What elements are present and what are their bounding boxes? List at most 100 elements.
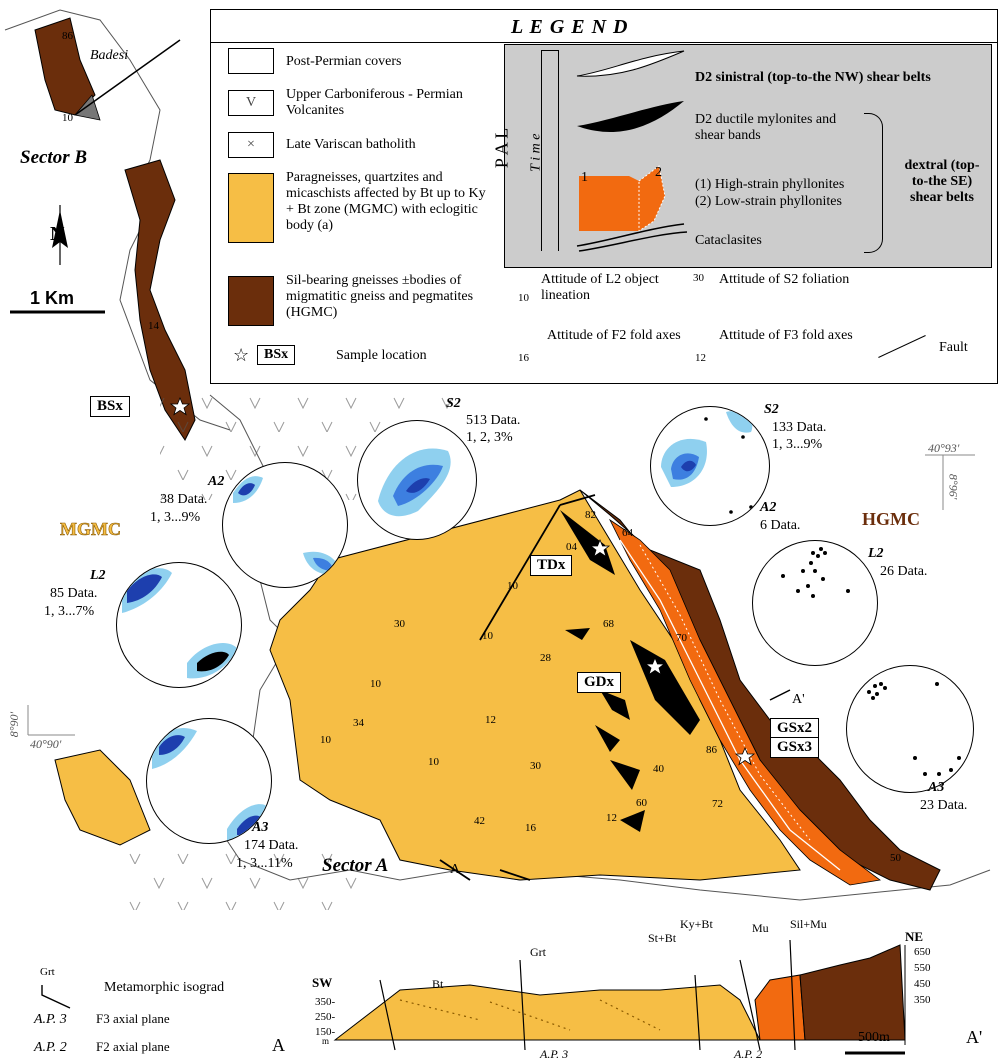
mylonite-body xyxy=(600,690,630,720)
f3-value: 12 xyxy=(695,352,706,364)
mylonite-body xyxy=(560,510,615,575)
legend-hgmc: Sil-bearing gneisses ±bodies of migmatit… xyxy=(286,273,474,321)
f3-attitude-label: Attitude of F3 fold axes xyxy=(719,328,853,343)
elev-left-350: 350- xyxy=(315,996,336,1008)
mylonite-body xyxy=(610,760,640,790)
legend-post-permian: Post-Permian covers xyxy=(286,54,402,69)
attitude-value: 68 xyxy=(603,618,614,630)
legend-sample-tag: BSx xyxy=(257,345,296,365)
cross-section-hgmc xyxy=(799,944,906,1041)
pal-label: P A L xyxy=(491,127,512,169)
sector-a-label: Sector A xyxy=(322,855,389,876)
low-strain-label: (2) Low-strain phyllonites xyxy=(695,194,842,209)
hgmc-label: HGMC xyxy=(862,509,920,529)
high-strain-label: (1) High-strain phyllonites xyxy=(695,177,845,192)
swatch-mgmc xyxy=(228,173,274,243)
attitude-value: 12 xyxy=(485,714,496,726)
fault-badesi xyxy=(74,39,181,116)
stereonet-s2-west-count: 513 Data. xyxy=(466,413,521,428)
stereonet-a3-east-count: 23 Data. xyxy=(920,798,968,813)
section-a: A xyxy=(272,1035,285,1055)
section-isograd-sil-mu: Sil+Mu xyxy=(790,917,827,931)
legend-sample-location: Sample location xyxy=(336,348,427,363)
elev-left-250: 250- xyxy=(315,1011,336,1023)
attitude-value: 72 xyxy=(712,798,723,810)
stereonet-l2-east-count: 26 Data. xyxy=(880,564,928,579)
swatch-post-permian xyxy=(228,48,274,74)
attitude-value: 30 xyxy=(394,618,405,630)
stereonet-a3-west xyxy=(146,718,272,844)
stereonet-l2-west xyxy=(116,562,242,688)
stereonet-a2-east-count: 6 Data. xyxy=(760,518,801,533)
cataclasites-label: Cataclasites xyxy=(695,233,762,248)
attitude-value: 14 xyxy=(148,320,159,332)
num-1: 1 xyxy=(581,170,588,185)
legend-volcanites: Upper Carboniferous - Permian Volcanites xyxy=(286,87,463,119)
legend-title: L E G E N D xyxy=(511,16,629,38)
star-icon xyxy=(734,746,756,766)
section-isograd-st-bt: St+Bt xyxy=(648,931,677,945)
elev-right-350: 350 xyxy=(914,994,931,1006)
mylonite-body xyxy=(565,628,590,640)
section-isograd-bt: Bt xyxy=(432,977,444,991)
stereonet-l2-east-title: L2 xyxy=(868,546,884,561)
section-scale: 500m xyxy=(858,1030,890,1045)
s2-attitude-label: Attitude of S2 foliation xyxy=(719,272,850,287)
attitude-value: 16 xyxy=(525,822,536,834)
stereonet-a3-east xyxy=(846,665,974,793)
elev-right-550: 550 xyxy=(914,962,931,974)
d2-ductile-label: D2 ductile mylonites and shear bands xyxy=(695,112,837,144)
sample-tdx: TDx xyxy=(530,555,573,576)
stereonet-a3-east-title: A3 xyxy=(928,780,945,795)
legend: L E G E N D Post-Permian covers V Upper … xyxy=(210,9,998,384)
attitude-value: 86 xyxy=(62,30,73,42)
section-isograd-mu: Mu xyxy=(752,921,769,935)
star-icon xyxy=(589,538,611,558)
ap2-label: F2 axial plane xyxy=(96,1039,170,1054)
swatch-batholith: × xyxy=(228,132,274,158)
attitude-value: 30 xyxy=(530,760,541,772)
legend-batholith: Late Variscan batholith xyxy=(286,137,416,152)
stereonet-a3-west-count: 174 Data. xyxy=(244,838,299,853)
attitude-value: 12 xyxy=(606,812,617,824)
section-ap3: A.P. 3 xyxy=(540,1047,569,1061)
legend-mgmc: Paragneisses, quartzites and micaschists… xyxy=(286,170,486,234)
fault-label: Fault xyxy=(939,340,968,355)
coord-top: 40°93' xyxy=(928,441,960,455)
section-start-a: A xyxy=(450,862,461,877)
elev-left-unit: m xyxy=(322,1036,330,1046)
stereonet-a2-west xyxy=(222,462,348,588)
stereonet-l2-west-title: L2 xyxy=(90,568,106,583)
sector-b-label: Sector B xyxy=(20,147,88,168)
ap3-symbol: A.P. 3 xyxy=(34,1012,67,1027)
stereonet-l2-east xyxy=(752,540,878,666)
section-isograd-grt: Grt xyxy=(530,945,546,959)
attitude-value: 28 xyxy=(540,652,551,664)
ap3-label: F3 axial plane xyxy=(96,1011,170,1026)
mylonite-body xyxy=(595,725,620,752)
f2-value: 16 xyxy=(518,352,529,364)
attitude-value: 04 xyxy=(566,541,577,553)
attitude-value: 82 xyxy=(585,509,596,521)
stereonet-s2-west-contours: 1, 2, 3% xyxy=(466,430,513,445)
swatch-hgmc xyxy=(228,276,274,326)
l2-value: 10 xyxy=(518,292,529,304)
sample-gdx: GDx xyxy=(577,672,621,693)
mgmc-west xyxy=(54,749,151,846)
star-icon xyxy=(644,656,666,676)
coord-right: 8°96' xyxy=(946,473,961,500)
attitude-value: 64 xyxy=(622,527,633,539)
l2-attitude-label: Attitude of L2 object lineation xyxy=(541,272,659,304)
cross-section-phyllonite xyxy=(754,974,806,1041)
attitude-value: 60 xyxy=(636,797,647,809)
sample-gsx3: GSx3 xyxy=(770,737,820,758)
stereonet-a2-west-contours: 1, 3...9% xyxy=(150,510,201,525)
isograd-grt-label: Grt xyxy=(40,966,55,978)
elev-right-450: 450 xyxy=(914,978,931,990)
legend-title-rule xyxy=(211,42,997,43)
sector-b-coast xyxy=(4,9,231,431)
section-isograd-ky-bt: Ky+Bt xyxy=(680,917,713,931)
badesi-label: Badesi xyxy=(90,48,129,63)
brace xyxy=(864,113,883,253)
scale-label: 1 Km xyxy=(30,288,75,308)
